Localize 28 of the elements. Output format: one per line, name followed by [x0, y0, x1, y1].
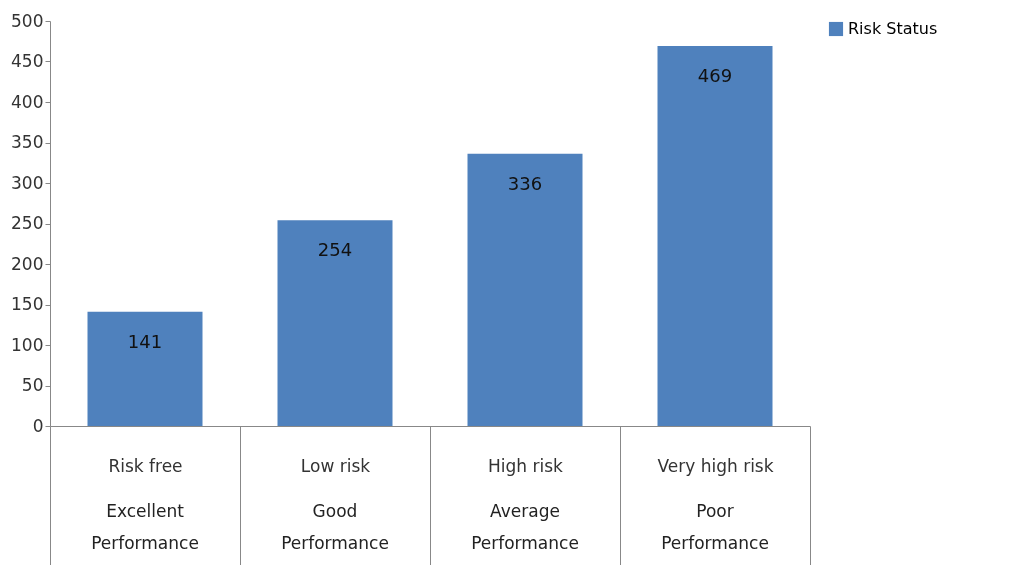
y-tick-label: 200: [11, 253, 44, 274]
text: Poor Performance: [661, 501, 769, 553]
data-label: 141: [127, 330, 163, 352]
y-tick-label: 150: [11, 294, 44, 314]
data-label: 254: [317, 239, 353, 261]
x-tick-label: Very high risk: [657, 455, 774, 476]
bar: [657, 46, 773, 426]
y-tick-label: 350: [11, 132, 44, 152]
data-label: 336: [507, 172, 543, 194]
y-tick-label: 450: [11, 51, 44, 71]
y-tick-label: 500: [11, 10, 44, 31]
x-tick-label: Risk free: [108, 455, 183, 476]
bar: [87, 311, 203, 426]
y-tick-label: 400: [11, 91, 44, 112]
x-tick-label: High risk: [488, 455, 564, 476]
y-tick-label: 100: [11, 334, 44, 355]
text: Excellent Performance: [91, 501, 199, 553]
text: Average Performance: [471, 501, 579, 553]
data-label: 469: [697, 65, 733, 87]
y-tick-label: 50: [21, 375, 44, 395]
bar: [277, 220, 393, 426]
y-tick-label: 250: [11, 213, 44, 233]
x-tick-label: Low risk: [300, 455, 371, 476]
text: Good Performance: [281, 501, 389, 553]
y-tick-label: 0: [32, 415, 44, 436]
bar: [467, 153, 583, 426]
y-tick-label: 300: [11, 172, 44, 193]
legend-label: Risk Status: [848, 19, 938, 38]
